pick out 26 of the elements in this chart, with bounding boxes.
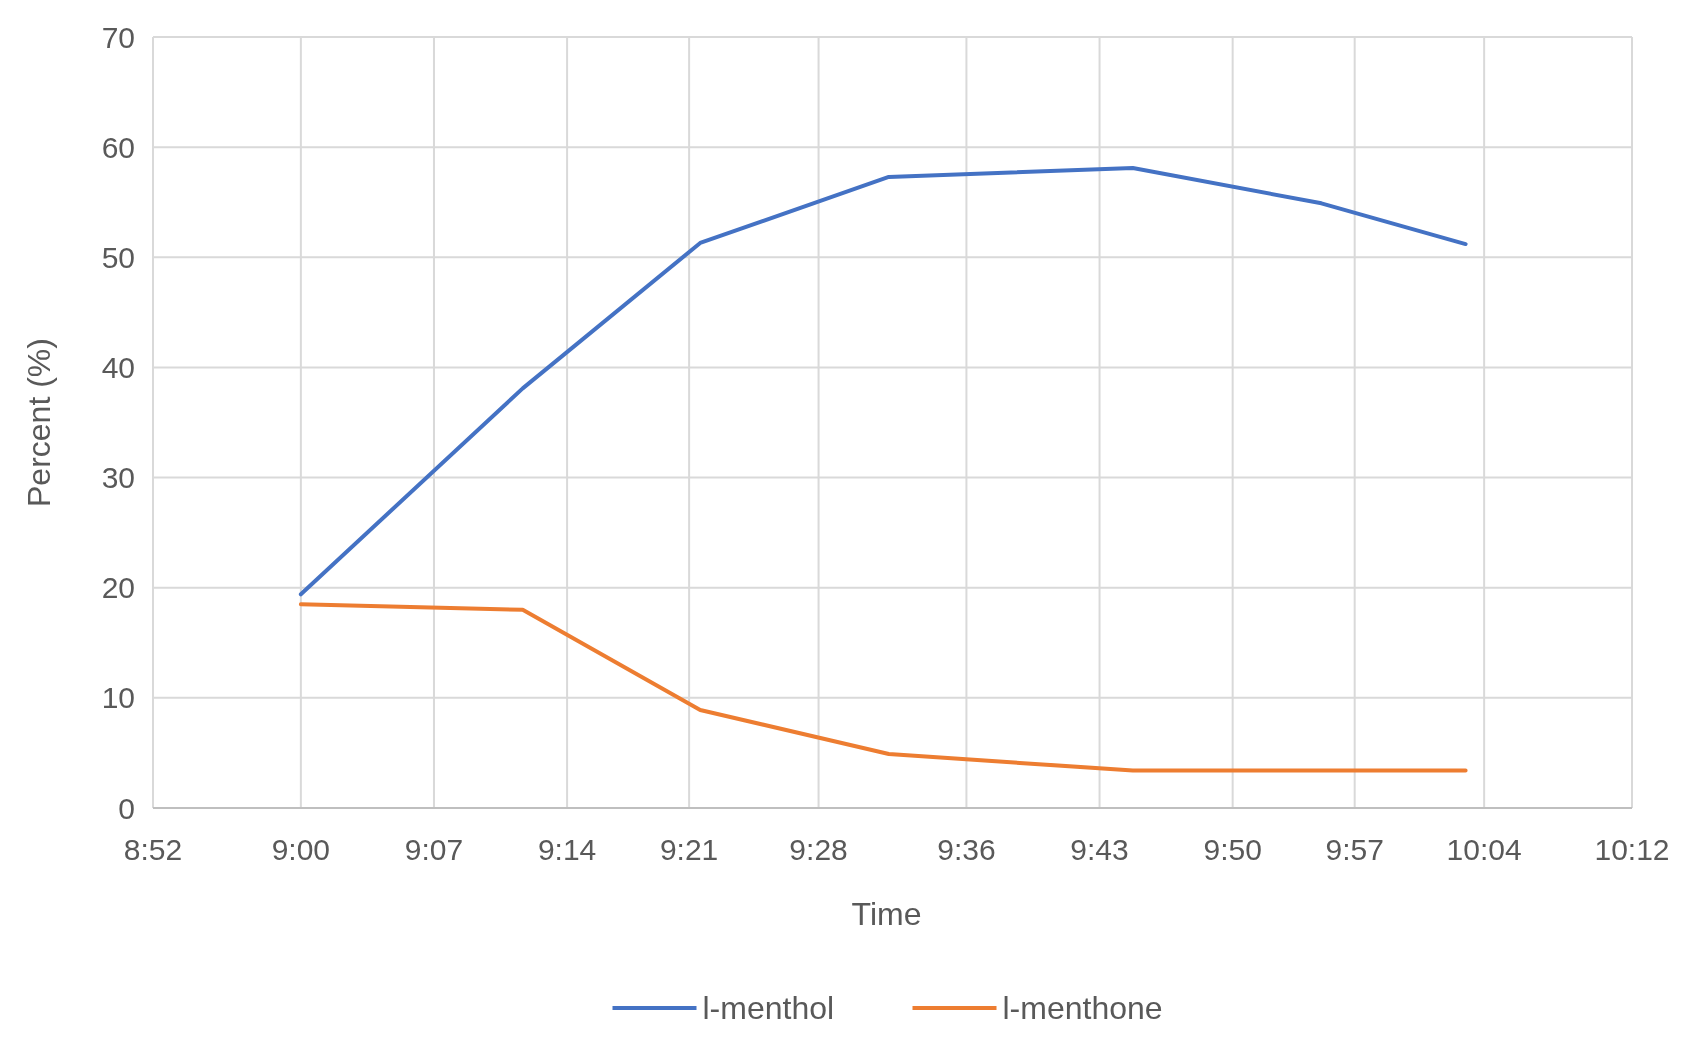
y-axis-title: Percent (%) (21, 338, 57, 507)
y-tick-label: 60 (101, 130, 135, 164)
legend-label: l-menthone (1002, 990, 1163, 1027)
y-tick-label: 0 (118, 791, 135, 825)
x-tick-label: 9:50 (1203, 833, 1262, 866)
x-axis-title: Time (851, 896, 922, 932)
y-tick-label: 30 (101, 461, 135, 495)
y-tick-label: 40 (101, 350, 135, 384)
x-tick-label: 10:04 (1446, 833, 1522, 866)
line-series (298, 602, 1468, 773)
x-tick-label: 9:00 (271, 833, 331, 866)
x-tick-label: 9:21 (659, 833, 719, 866)
y-tick-label: 50 (101, 240, 135, 274)
x-tick-label: 8:52 (123, 833, 183, 866)
y-tick-label: 20 (101, 571, 135, 605)
x-tick-label: 9:36 (937, 833, 996, 866)
x-tick-label: 9:57 (1325, 833, 1384, 866)
x-tick-label: 9:28 (789, 833, 848, 866)
y-tick-label: 10 (101, 681, 135, 715)
x-tick-label: 10:12 (1594, 833, 1670, 866)
line-series (298, 166, 1468, 597)
x-tick-label: 9:14 (537, 833, 597, 866)
x-tick-label: 9:43 (1070, 833, 1129, 866)
legend-label: l-menthol (702, 990, 835, 1027)
y-tick-label: 70 (101, 20, 135, 54)
x-tick-label: 9:07 (404, 833, 464, 866)
